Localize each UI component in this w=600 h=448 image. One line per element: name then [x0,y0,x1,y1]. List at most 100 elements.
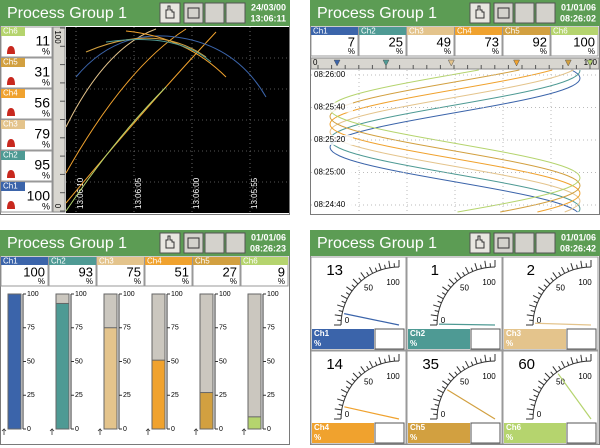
gauge-tick [441,292,446,296]
channel-name: Ch3 [3,120,18,129]
channel-tag [504,423,566,443]
channel-value: 11 [35,33,50,49]
scale-label: 25 [123,392,131,399]
scale-label: 0 [313,58,318,67]
channel-name: Ch2 [361,27,376,36]
date: 01/01/06 [561,232,596,242]
channel-box [566,422,597,444]
channel-name: Ch1 [3,182,18,191]
gauge-label: 100 [482,372,496,381]
channel-box [374,328,405,350]
icon-button [535,232,556,254]
scale-label: 25 [27,392,35,399]
channel-unit: % [396,47,403,56]
trend-area [66,27,289,213]
scale-label: 25 [171,392,179,399]
icon-button [469,2,491,24]
scale-label: 0 [75,426,79,433]
channel-unit: % [410,339,417,348]
gauge-tick [345,386,350,390]
channel-unit: % [506,433,513,442]
icon-button [535,2,556,24]
gauge-arc [436,266,496,326]
gauge-tick [544,372,551,379]
scale-label: 75 [267,325,275,332]
icon-button [183,232,204,254]
date: 24/03/00 [251,2,286,12]
channel-tag [455,27,502,35]
gauge-tick [538,286,545,292]
gauge-tick [448,278,455,285]
scale-label: 50 [171,358,179,365]
channel-unit: % [444,47,451,56]
channel-tag [1,257,48,265]
gauge-tick [454,277,458,282]
channel-name: Ch4 [147,257,162,266]
gauge-tick [543,378,548,382]
gauge-tick [462,365,466,370]
gauge-tick [374,267,378,272]
channel-tag [145,257,192,265]
channel-name: Ch5 [410,423,426,432]
scale-label: 100 [171,291,183,298]
channel-unit: % [314,339,321,348]
gauge-tick [544,278,551,285]
gauge-tick [334,408,342,411]
alarm-bell [7,77,15,85]
icon-hand [165,235,175,249]
channel-box [566,328,597,350]
channel-unit: % [540,47,547,56]
bar-fill [55,302,70,430]
gauge-tick [558,365,562,370]
gauge-tick [532,295,540,300]
gauge-tick [448,372,455,379]
arrow-icon [49,428,55,435]
channel-value: 1 [431,262,439,279]
channel-tag [359,27,406,35]
alarm-bell [7,170,15,178]
trace [329,69,581,213]
channel-tag [312,329,374,349]
gauge-tick [462,271,466,276]
scale-label: 100 [53,30,62,44]
scale-label: 0 [171,426,175,433]
trace [65,31,217,204]
gauge-tick [576,264,578,269]
channel-unit: % [42,201,50,211]
scale-label: 50 [27,358,35,365]
time-label-bg [313,102,353,113]
channel-value: 73 [485,34,499,49]
gauge-tick [436,295,444,300]
gauge-tick [341,300,346,304]
gauge-tick [570,263,574,270]
scale-label: 0 [27,426,31,433]
gauge-tick [378,357,382,364]
gauge-needle [446,389,496,420]
channel-unit: % [230,277,237,286]
channel-tag [407,27,454,35]
channel-tag [1,120,25,129]
gauge-tick [530,404,535,406]
bar-fill [103,327,118,430]
channel-value: 13 [326,262,343,279]
gauge-tick [369,360,374,368]
gauge-tick [334,314,342,317]
icon-button [159,2,181,24]
gauge-tick [340,389,348,394]
gauge-tick [537,292,542,296]
channel-value: 51 [175,264,189,279]
gauge-tick [552,366,558,373]
trace [85,37,207,58]
gauge-tick [526,408,534,411]
channel-unit: % [182,277,189,286]
channel-tag [241,257,288,265]
panel-title: Process Group 1 [7,5,127,22]
channel-tag [503,27,550,35]
time-label: 13:06:00 [192,177,201,209]
gauge-tick [550,371,554,376]
bar-fill [151,359,166,430]
channel-name: Ch3 [506,329,522,338]
arrow-icon [241,428,247,435]
gauge-label: 100 [386,278,400,287]
channel-name: Ch6 [3,27,18,36]
